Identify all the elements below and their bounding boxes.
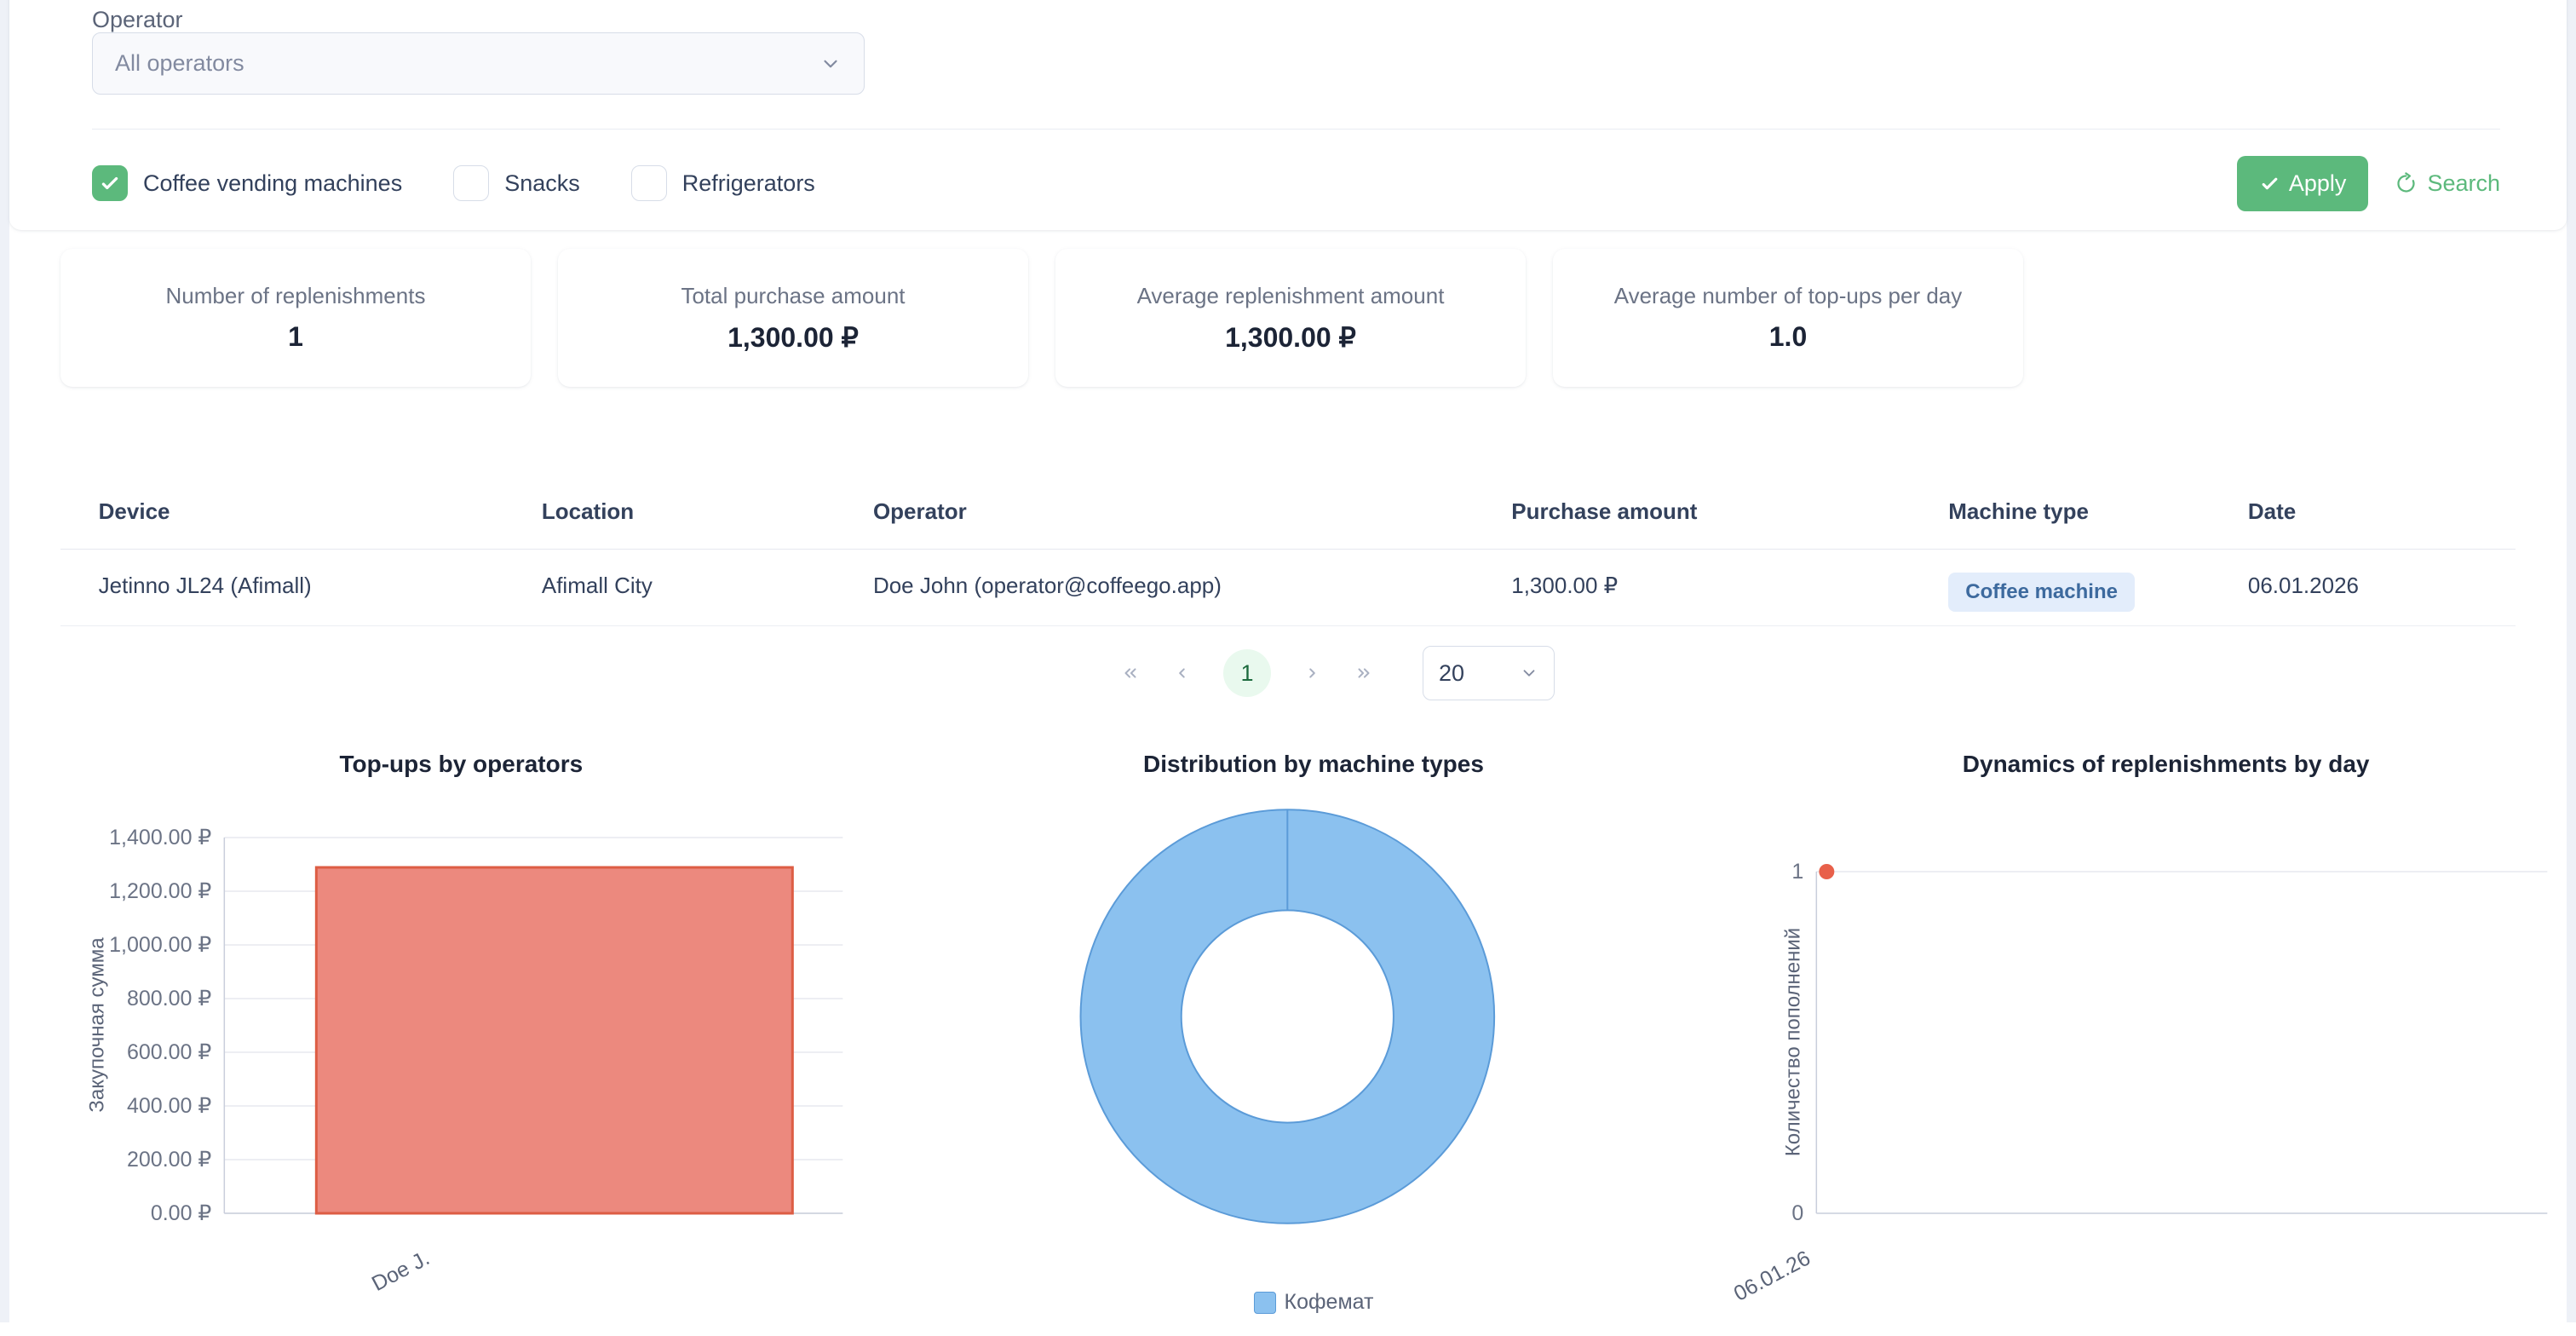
svg-text:Закупочная сумма: Закупочная сумма xyxy=(85,937,108,1113)
svg-text:600.00 ₽: 600.00 ₽ xyxy=(127,1040,211,1064)
svg-text:400.00 ₽: 400.00 ₽ xyxy=(127,1094,211,1118)
svg-text:06.01.26: 06.01.26 xyxy=(1730,1246,1814,1305)
svg-text:1,400.00 ₽: 1,400.00 ₽ xyxy=(109,826,211,849)
svg-text:Количество пополнений: Количество пополнений xyxy=(1782,928,1805,1156)
svg-text:800.00 ₽: 800.00 ₽ xyxy=(127,987,211,1011)
svg-text:0.00 ₽: 0.00 ₽ xyxy=(151,1201,212,1225)
svg-text:Doe J.: Doe J. xyxy=(368,1246,434,1296)
svg-text:1,200.00 ₽: 1,200.00 ₽ xyxy=(109,879,211,903)
svg-text:1,000.00 ₽: 1,000.00 ₽ xyxy=(109,933,211,957)
svg-text:200.00 ₽: 200.00 ₽ xyxy=(127,1148,211,1172)
svg-text:0: 0 xyxy=(1792,1201,1804,1225)
svg-text:1: 1 xyxy=(1792,860,1804,884)
